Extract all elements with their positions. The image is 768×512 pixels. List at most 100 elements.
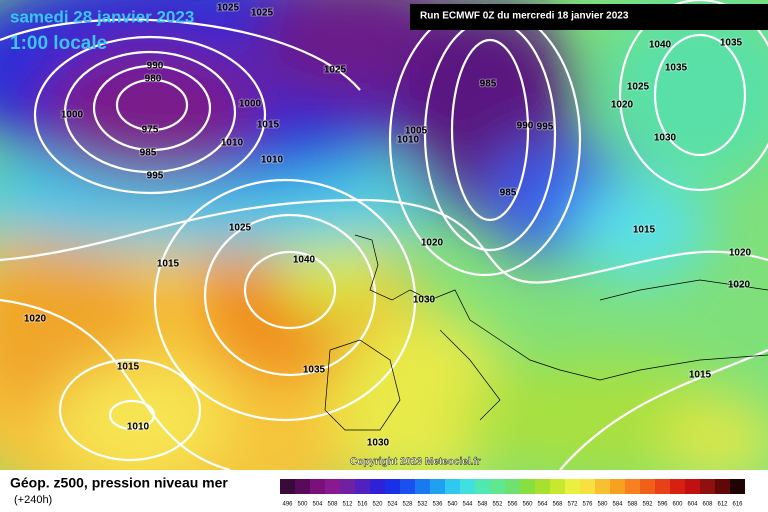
legend-tick-label: 552	[492, 502, 503, 508]
isobar-label: 1015	[257, 120, 280, 131]
isobar-label: 1030	[654, 133, 677, 144]
legend-tick-label: 572	[567, 502, 578, 508]
isobar-label: 1030	[413, 295, 436, 306]
legend-tick-label: 512	[342, 502, 353, 508]
isobar-label: 995	[537, 122, 554, 133]
legend-tick-label: 504	[312, 502, 323, 508]
isobar-label: 1035	[720, 38, 743, 49]
legend-swatch	[415, 479, 430, 494]
legend-tick-label: 540	[447, 502, 458, 508]
legend-tick-label: 564	[537, 502, 548, 508]
time: 1:00 locale	[10, 33, 107, 54]
legend-tick-label: 592	[642, 502, 653, 508]
isobar-label: 1010	[221, 138, 244, 149]
isobar-label: 990	[147, 61, 164, 72]
legend-swatch	[355, 479, 370, 494]
date: samedi 28 janvier 2023	[10, 7, 194, 26]
run-info: Run ECMWF 0Z du mercredi 18 janvier 2023	[420, 11, 629, 22]
isobar-label: 1010	[397, 135, 420, 146]
isobar-label: 1025	[217, 3, 240, 14]
isobar-label: 1000	[239, 99, 262, 110]
isobar-label: 1015	[633, 225, 656, 236]
isobar-label: 1015	[689, 370, 712, 381]
isobar-label: 1025	[627, 82, 650, 93]
isobar-label: 1020	[24, 314, 47, 325]
legend-swatch	[505, 479, 520, 494]
legend-tick-label: 612	[717, 502, 728, 508]
legend-swatch	[535, 479, 550, 494]
isobar-label: 1015	[117, 362, 140, 373]
legend-tick-label: 560	[522, 502, 533, 508]
legend-swatch	[580, 479, 595, 494]
legend-swatch	[670, 479, 685, 494]
isobar-label: 1020	[611, 100, 634, 111]
legend-tick-label: 544	[462, 502, 473, 508]
legend-tick-label: 532	[417, 502, 428, 508]
legend-tick-label: 556	[507, 502, 518, 508]
legend-swatch	[340, 479, 355, 494]
legend-swatch	[595, 479, 610, 494]
legend-tick-label: 600	[672, 502, 683, 508]
isobar-label: 1005	[405, 126, 428, 137]
legend-tick-label: 604	[687, 502, 698, 508]
legend-tick-label: 608	[702, 502, 713, 508]
legend-tick-label: 496	[282, 502, 293, 508]
legend-swatch	[310, 479, 325, 494]
isobar-label: 975	[142, 125, 159, 136]
legend-tick-label: 580	[597, 502, 608, 508]
legend-swatch	[565, 479, 580, 494]
isobar-label: 1035	[303, 365, 326, 376]
legend-swatch	[325, 479, 340, 494]
legend-tick-label: 576	[582, 502, 593, 508]
legend-tick-label: 588	[627, 502, 638, 508]
lead-time: (+240h)	[14, 494, 52, 506]
legend-swatch	[715, 479, 730, 494]
footer-title: Géop. z500, pression niveau mer	[10, 475, 228, 491]
legend-swatch	[490, 479, 505, 494]
isobar-label: 985	[480, 79, 497, 90]
isobar-label: 1040	[649, 40, 672, 51]
legend-swatch	[625, 479, 640, 494]
isobar-label: 1010	[261, 155, 284, 166]
isobar-label: 1025	[229, 223, 252, 234]
isobar-label: 1030	[367, 438, 390, 449]
legend-swatch	[295, 479, 310, 494]
legend-swatch	[400, 479, 415, 494]
legend-swatch	[370, 479, 385, 494]
legend-tick-label: 584	[612, 502, 623, 508]
legend-tick-label: 536	[432, 502, 443, 508]
legend-tick-label: 508	[327, 502, 338, 508]
legend-swatch	[475, 479, 490, 494]
legend-tick-label: 548	[477, 502, 488, 508]
isobar-label: 985	[500, 188, 517, 199]
isobar-label: 1025	[251, 8, 274, 19]
isobar-label: 990	[517, 121, 534, 132]
isobar-label: 1010	[127, 422, 150, 433]
isobar-label: 1025	[324, 65, 347, 76]
isobar-label: 1020	[729, 248, 752, 259]
legend-tick-label: 568	[552, 502, 563, 508]
isobar-label: 1020	[728, 280, 751, 291]
isobar-label: 1020	[421, 238, 444, 249]
legend-swatch	[520, 479, 535, 494]
legend-swatch	[385, 479, 400, 494]
isobar-label: 1040	[293, 255, 316, 266]
legend-swatch	[655, 479, 670, 494]
legend-tick-label: 528	[402, 502, 413, 508]
legend-swatch	[280, 479, 295, 494]
legend-tick-label: 500	[297, 502, 308, 508]
isobar-label: 1000	[61, 110, 84, 121]
legend-swatch	[685, 479, 700, 494]
isobar-label: 995	[147, 171, 164, 182]
legend-swatch	[610, 479, 625, 494]
isobar-label: 1015	[157, 259, 180, 270]
legend-swatch	[430, 479, 445, 494]
copyright: Copyright 2023 Meteociel.fr	[350, 457, 481, 468]
isobar-label: 980	[145, 74, 162, 85]
legend-tick-label: 596	[657, 502, 668, 508]
legend-tick-label: 520	[372, 502, 383, 508]
isobars	[0, 0, 768, 470]
legend-swatch	[700, 479, 715, 494]
